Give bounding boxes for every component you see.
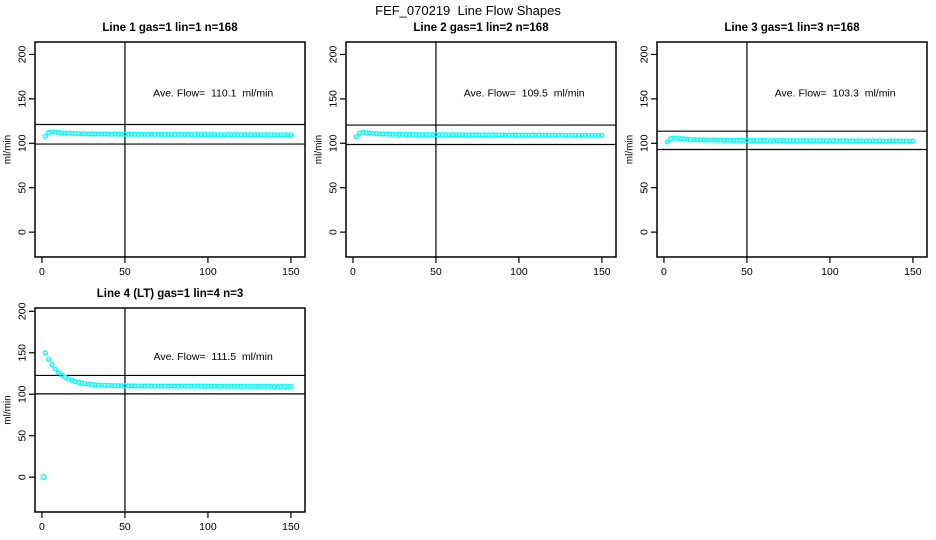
plot-box [34, 41, 306, 258]
y-tick-label: 0 [17, 474, 29, 480]
y-axis: 0 50 100 150 200 ml/min [3, 46, 35, 235]
ave-flow-annotation: Ave. Flow= 110.1 ml/min [153, 88, 273, 100]
y-tick-label: 50 [17, 182, 29, 194]
chart-panel-4: Line 4 (LT) gas=1 lin=4 n=3 0 50 100 150 0 50 1… [3, 288, 306, 533]
x-tick-label: 150 [593, 266, 611, 278]
x-tick-label: 50 [741, 266, 753, 278]
y-tick-label: 200 [639, 46, 651, 64]
data-point [664, 139, 670, 145]
data-points [664, 135, 916, 145]
x-tick-label: 0 [350, 266, 356, 278]
x-tick-label: 0 [661, 266, 667, 278]
y-tick-label: 50 [328, 182, 340, 194]
y-tick-label: 200 [328, 46, 340, 64]
x-axis: 0 50 100 150 [661, 257, 922, 278]
x-tick-label: 0 [39, 521, 45, 533]
plot-box [34, 307, 306, 513]
x-tick-label: 150 [282, 521, 300, 533]
ave-flow-annotation: Ave. Flow= 111.5 ml/min [154, 351, 274, 363]
x-tick-label: 50 [119, 266, 131, 278]
ave-flow-annotation: Ave. Flow= 103.3 ml/min [775, 88, 896, 100]
x-axis: 0 50 100 150 [39, 512, 300, 533]
x-axis: 0 50 100 150 [350, 257, 611, 278]
data-point [55, 369, 62, 375]
chart-panel-1: Line 1 gas=1 lin=1 n=168 0 50 100 150 0 50 100 1… [3, 22, 306, 278]
x-tick-label: 100 [199, 521, 217, 533]
x-axis: 0 50 100 150 [39, 257, 300, 278]
y-tick-label: 50 [17, 430, 29, 442]
y-tick-label: 0 [328, 229, 340, 235]
data-point [288, 132, 294, 138]
x-tick-label: 50 [430, 266, 442, 278]
y-tick-label: 0 [17, 229, 29, 235]
plot-box [656, 41, 928, 258]
chart-title: Line 2 gas=1 lin=2 n=168 [413, 22, 549, 34]
y-axis-label: ml/min [3, 395, 14, 424]
y-axis-label: ml/min [314, 135, 325, 164]
y-tick-label: 0 [639, 229, 651, 235]
data-points [40, 350, 294, 481]
outlier-point [40, 474, 47, 481]
data-point [42, 350, 48, 356]
data-point [910, 138, 916, 144]
y-axis-label: ml/min [3, 135, 14, 164]
y-tick-label: 150 [17, 90, 29, 108]
y-tick-label: 150 [328, 90, 340, 108]
page-title: FEF_070219 Line Flow Shapes [375, 3, 561, 18]
chart-title: Line 1 gas=1 lin=1 n=168 [102, 22, 238, 34]
plot-box [345, 41, 617, 258]
y-axis-label: ml/min [625, 135, 636, 164]
x-tick-label: 0 [39, 266, 45, 278]
y-tick-label: 150 [17, 344, 29, 362]
data-point [42, 133, 48, 139]
y-tick-label: 200 [17, 46, 29, 64]
x-tick-label: 50 [119, 521, 131, 533]
y-tick-label: 150 [639, 90, 651, 108]
y-axis: 0 50 100 150 200 ml/min [3, 302, 35, 480]
data-point [353, 134, 359, 140]
data-point [49, 362, 55, 368]
y-tick-label: 100 [17, 385, 29, 403]
data-point [288, 383, 294, 390]
x-tick-label: 150 [282, 266, 300, 278]
data-point [599, 132, 605, 138]
y-tick-label: 200 [17, 302, 29, 320]
x-tick-label: 150 [904, 266, 922, 278]
y-tick-label: 100 [639, 134, 651, 152]
data-point [46, 356, 52, 363]
x-tick-label: 100 [821, 266, 839, 278]
x-tick-label: 100 [510, 266, 528, 278]
chart-panel-2: Line 2 gas=1 lin=2 n=168 0 50 100 150 0 50 100 1… [314, 22, 617, 278]
chart-panel-3: Line 3 gas=1 lin=3 n=168 0 50 100 150 0 50 100 1… [625, 22, 928, 278]
ave-flow-annotation: Ave. Flow= 109.5 ml/min [464, 88, 585, 100]
y-tick-label: 100 [328, 134, 340, 152]
y-tick-label: 100 [17, 134, 29, 152]
y-axis: 0 50 100 150 200 ml/min [625, 46, 657, 235]
data-points [353, 129, 605, 140]
chart-title: Line 4 (LT) gas=1 lin=4 n=3 [97, 288, 243, 300]
data-point [52, 366, 58, 372]
x-tick-label: 100 [199, 266, 217, 278]
y-tick-label: 50 [639, 182, 651, 194]
y-axis: 0 50 100 150 200 ml/min [314, 46, 346, 235]
chart-title: Line 3 gas=1 lin=3 n=168 [724, 22, 860, 34]
data-points [42, 129, 294, 139]
